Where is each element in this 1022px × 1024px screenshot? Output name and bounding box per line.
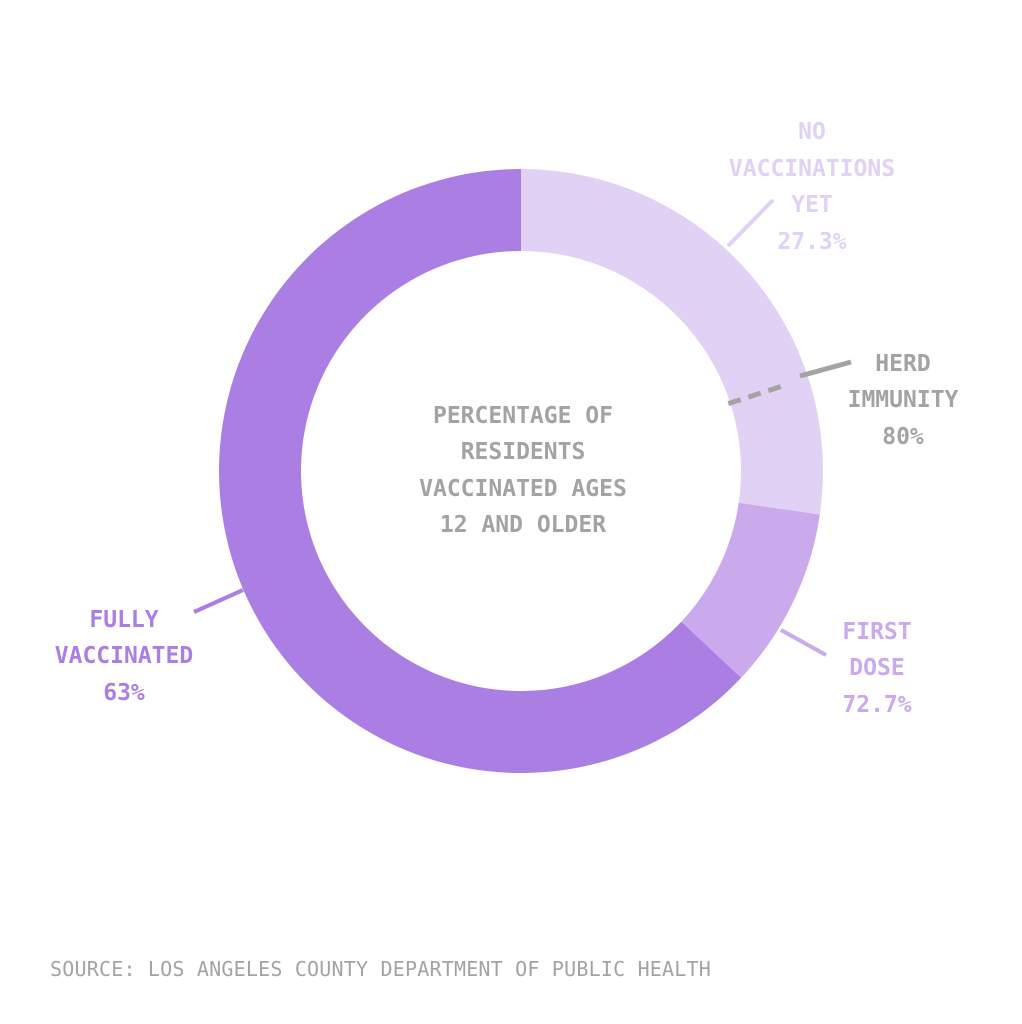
first-dose-label: FIRST DOSE 72.7% [842, 619, 911, 718]
no-vaccinations-label-line-2: VACCINATIONS [729, 156, 895, 182]
first-dose-value: 72.7% [842, 692, 911, 718]
center-label-line-1: PERCENTAGE OF [433, 403, 613, 429]
fully-vaccinated-label: FULLY VACCINATED 63% [55, 607, 193, 706]
center-label-line-2: RESIDENTS [461, 439, 586, 465]
center-label-line-3: VACCINATED AGES [419, 476, 627, 502]
slice-first-dose [681, 502, 820, 678]
herd-immunity-leader-line [799, 359, 852, 379]
donut-slices [218, 169, 823, 774]
herd-immunity-label-line-1: HERD [875, 351, 930, 377]
slice-no-vaccinations [521, 169, 823, 515]
herd-immunity-threshold-line [727, 383, 785, 407]
fully-vaccinated-label-line-2: VACCINATED [55, 643, 193, 669]
herd-immunity-label-line-2: IMMUNITY [848, 387, 959, 413]
herd-immunity-value: 80% [882, 424, 924, 450]
no-vaccinations-value: 27.3% [777, 229, 846, 255]
first-dose-leader-line [780, 628, 827, 657]
fully-vaccinated-leader-line [193, 588, 244, 614]
herd-immunity-label: HERD IMMUNITY 80% [848, 351, 959, 450]
fully-vaccinated-value: 63% [103, 680, 145, 706]
center-label-line-4: 12 AND OLDER [440, 512, 606, 538]
center-label: PERCENTAGE OF RESIDENTS VACCINATED AGES … [419, 403, 627, 538]
source-note: SOURCE: LOS ANGELES COUNTY DEPARTMENT OF… [50, 957, 711, 981]
fully-vaccinated-label-line-1: FULLY [89, 607, 158, 633]
first-dose-label-line-1: FIRST [842, 619, 911, 645]
slice-fully-vaccinated [218, 169, 742, 774]
no-vaccinations-label-line-3: YET [791, 192, 833, 218]
no-vaccinations-label: NO VACCINATIONS YET 27.3% [729, 119, 895, 255]
no-vaccinations-label-line-1: NO [798, 119, 826, 145]
first-dose-label-line-2: DOSE [849, 655, 904, 681]
no-vaccinations-leader-line [726, 198, 775, 248]
